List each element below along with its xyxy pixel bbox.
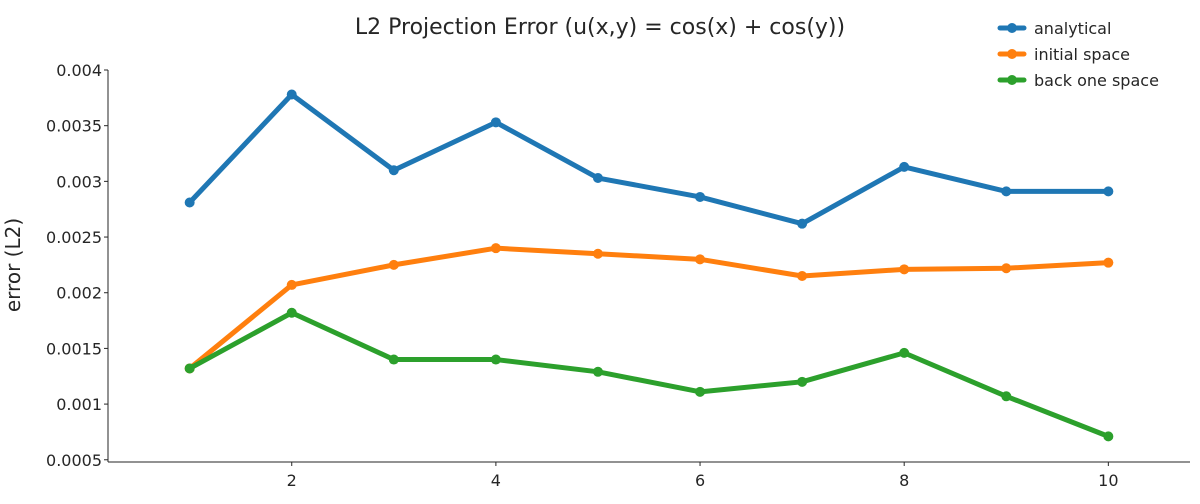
- legend-item-analytical: analytical: [997, 19, 1111, 38]
- data-point-back-one-space: [695, 386, 706, 397]
- data-point-analytical: [899, 161, 910, 172]
- series-analytical: [184, 89, 1114, 229]
- data-point-initial-space: [1103, 257, 1114, 268]
- legend-marker: [1007, 75, 1017, 85]
- data-point-analytical: [286, 89, 297, 100]
- data-point-analytical: [388, 165, 399, 176]
- y-tick-label: 0.004: [56, 61, 102, 80]
- x-tick-label: 4: [491, 471, 501, 490]
- data-point-initial-space: [490, 243, 501, 254]
- series-initial-space: [184, 243, 1114, 374]
- data-point-back-one-space: [388, 354, 399, 365]
- data-point-analytical: [695, 191, 706, 202]
- data-point-initial-space: [592, 248, 603, 259]
- data-point-back-one-space: [490, 354, 501, 365]
- data-point-back-one-space: [1001, 391, 1012, 402]
- data-point-initial-space: [388, 259, 399, 270]
- legend-item-initial-space: initial space: [997, 45, 1130, 64]
- axes: 0.0005 0.001 0.0015 0.002 0.0025 0.003 0.0035 0…: [46, 61, 1190, 490]
- legend-label: back one space: [1034, 71, 1159, 90]
- legend-marker: [1007, 49, 1017, 59]
- data-point-initial-space: [899, 264, 910, 275]
- data-point-analytical: [490, 117, 501, 128]
- y-tick-label: 0.0035: [46, 117, 102, 136]
- y-tick-label: 0.002: [56, 284, 102, 303]
- y-axis-title: error (L2): [1, 218, 25, 312]
- data-point-initial-space: [797, 271, 808, 282]
- x-tick-label: 6: [695, 471, 705, 490]
- data-point-back-one-space: [286, 307, 297, 318]
- data-point-initial-space: [1001, 263, 1012, 274]
- data-point-analytical: [1001, 186, 1012, 197]
- series-line-initial-space: [187, 245, 1111, 371]
- data-point-analytical: [592, 173, 603, 184]
- data-point-analytical: [184, 197, 195, 208]
- data-point-back-one-space: [797, 376, 808, 387]
- y-tick-label: 0.003: [56, 172, 102, 191]
- data-point-back-one-space: [1103, 431, 1114, 442]
- data-point-initial-space: [286, 279, 297, 290]
- chart-title: L2 Projection Error (u(x,y) = cos(x) + c…: [355, 15, 845, 40]
- data-point-analytical: [797, 218, 808, 229]
- legend-item-back-one-space: back one space: [997, 71, 1159, 90]
- legend-label: initial space: [1034, 45, 1130, 64]
- data-point-back-one-space: [899, 347, 910, 358]
- data-point-back-one-space: [592, 366, 603, 377]
- data-point-initial-space: [695, 254, 706, 265]
- series-line-back-one-space: [187, 310, 1111, 439]
- series-back-one-space: [184, 307, 1114, 442]
- x-tick-label: 10: [1098, 471, 1118, 490]
- legend-label: analytical: [1034, 19, 1111, 38]
- y-tick-label: 0.0005: [46, 451, 102, 470]
- y-tick-label: 0.0025: [46, 228, 102, 247]
- data-point-back-one-space: [184, 363, 195, 374]
- legend-marker: [1007, 23, 1017, 33]
- y-tick-label: 0.001: [56, 395, 102, 414]
- series-group: [184, 89, 1114, 442]
- series-line-analytical: [187, 92, 1111, 227]
- x-tick-label: 2: [287, 471, 297, 490]
- y-tick-label: 0.0015: [46, 339, 102, 358]
- data-point-analytical: [1103, 186, 1114, 197]
- legend: analytical initial space back one space: [997, 19, 1159, 90]
- x-tick-label: 8: [899, 471, 909, 490]
